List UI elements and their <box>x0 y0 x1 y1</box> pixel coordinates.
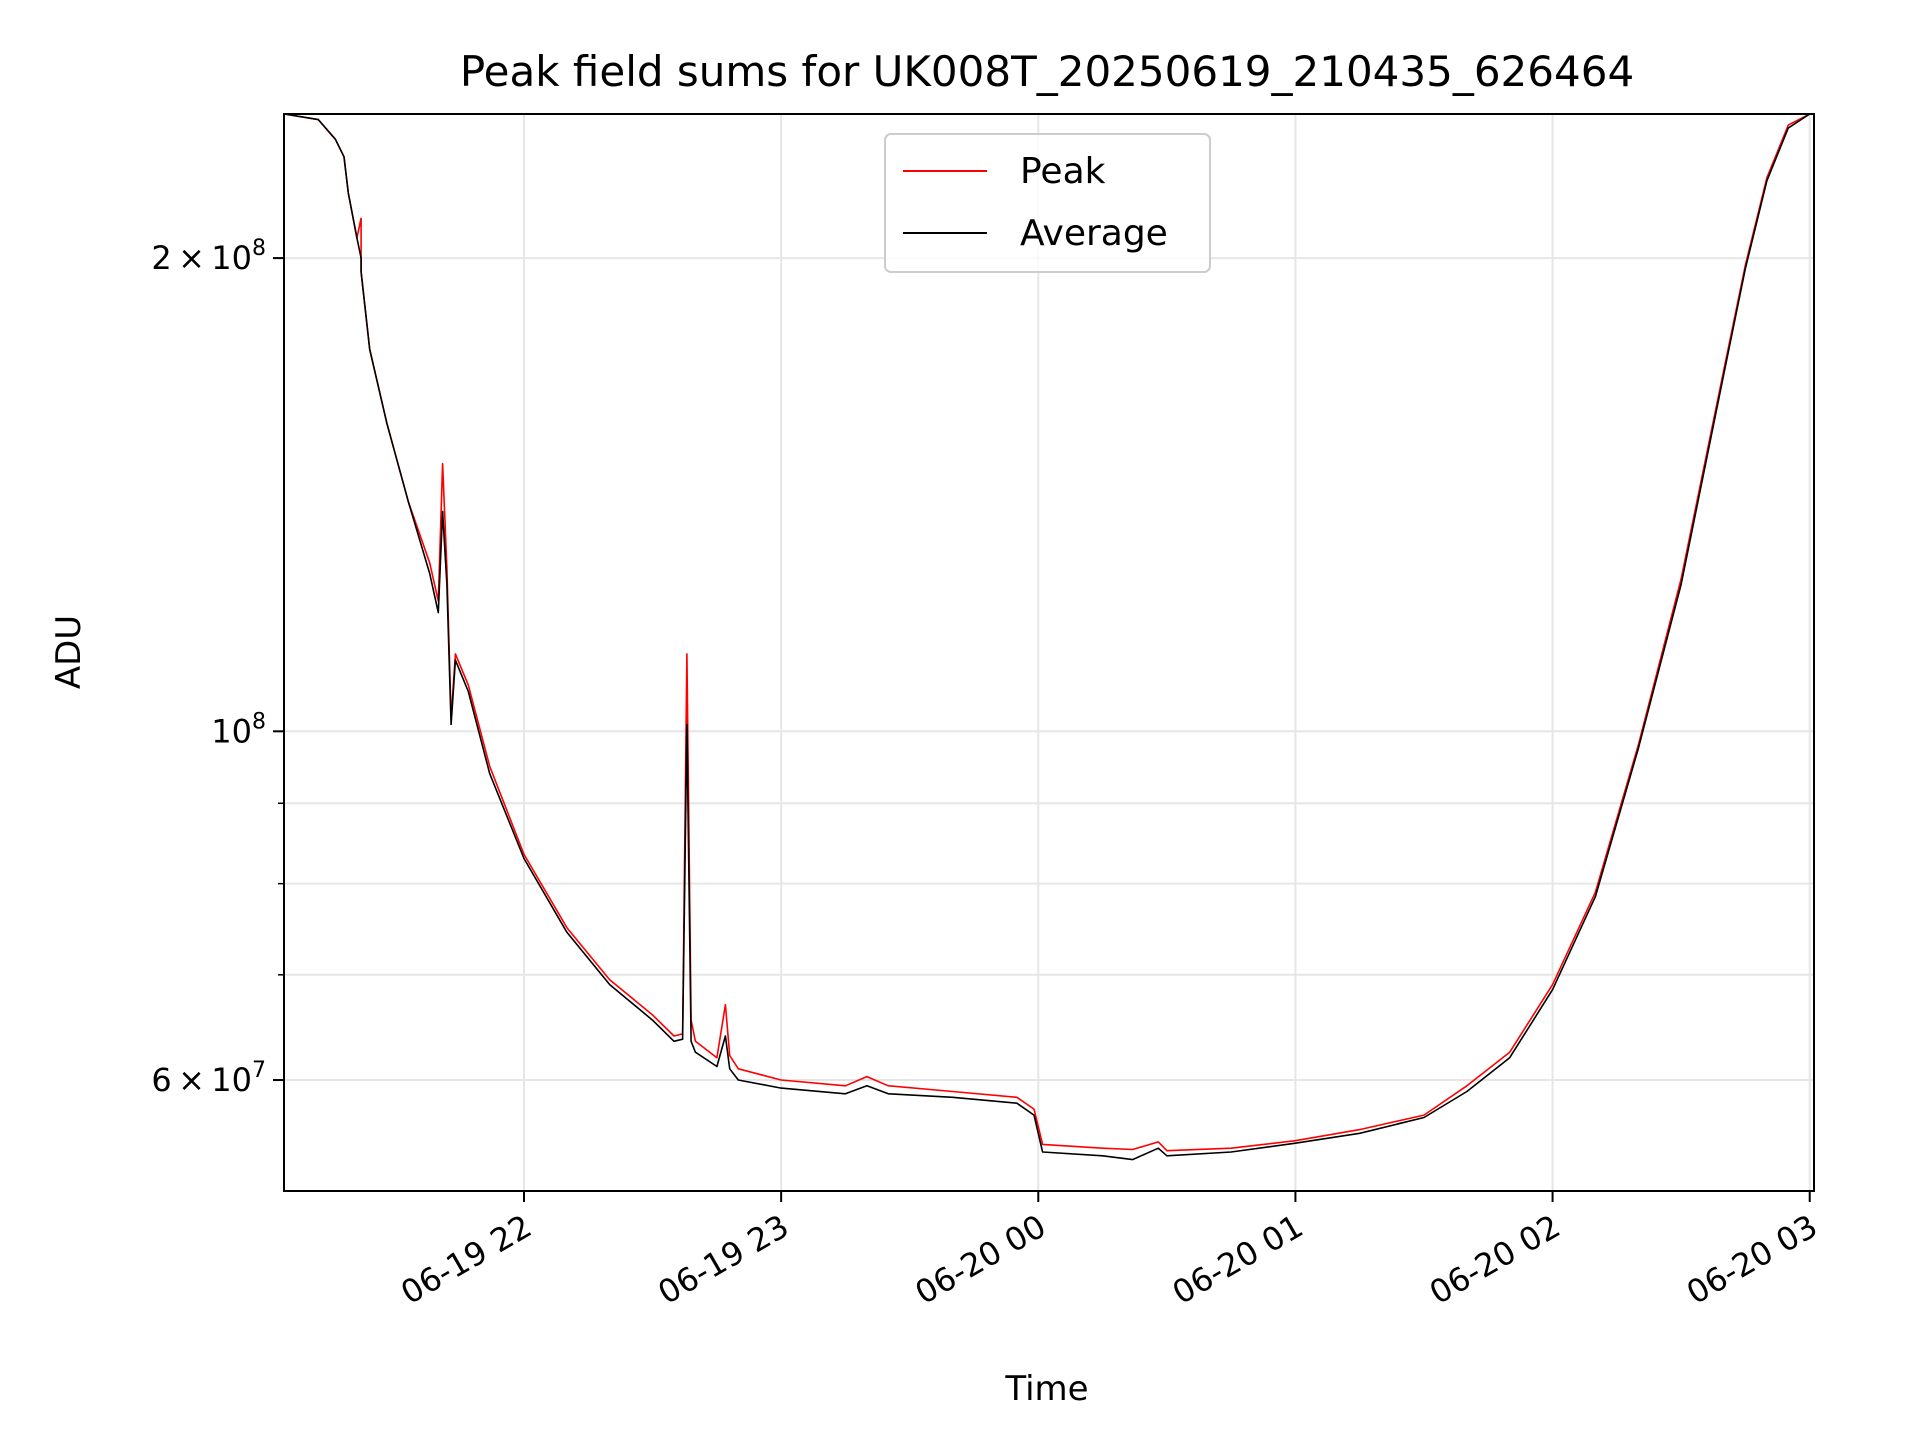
axes-frame <box>283 113 1815 1192</box>
x-axis-label: Time <box>1004 1369 1088 1409</box>
legend-label-peak: Peak <box>1020 151 1106 192</box>
plot-series-group <box>284 114 1811 1161</box>
chart-title: Peak field sums for UK008T_20250619_2104… <box>460 47 1634 96</box>
legend: Peak Average <box>884 133 1211 273</box>
legend-box <box>884 133 1211 273</box>
series-line-average <box>284 114 1811 1161</box>
legend-label-average: Average <box>1020 213 1168 254</box>
y-tick-label: 2 × 108 <box>151 236 266 277</box>
y-tick-label: 6 × 107 <box>151 1058 266 1099</box>
y-axis-label: ADU <box>49 615 89 689</box>
